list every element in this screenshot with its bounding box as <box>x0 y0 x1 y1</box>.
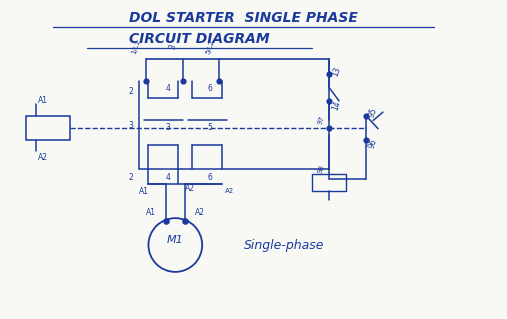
Text: A1: A1 <box>146 208 156 217</box>
Text: Single-phase: Single-phase <box>244 239 324 251</box>
Point <box>215 79 224 84</box>
Point <box>362 137 370 143</box>
Text: A1: A1 <box>138 187 149 196</box>
Text: DOL STARTER  SINGLE PHASE: DOL STARTER SINGLE PHASE <box>129 11 358 25</box>
Text: 1/L1: 1/L1 <box>131 39 141 55</box>
Point <box>142 79 150 84</box>
Text: 5: 5 <box>207 123 212 132</box>
Text: 2: 2 <box>129 173 134 182</box>
Text: A2: A2 <box>185 184 195 193</box>
Text: 95: 95 <box>367 106 379 118</box>
Text: 13: 13 <box>331 65 342 78</box>
Text: 96: 96 <box>367 137 379 150</box>
Text: 3: 3 <box>166 123 170 132</box>
Text: 3: 3 <box>168 43 178 51</box>
Text: 3: 3 <box>129 121 134 130</box>
Bar <box>312 174 346 191</box>
Text: 4: 4 <box>166 84 170 93</box>
Point <box>325 98 333 103</box>
Circle shape <box>149 218 202 272</box>
Text: 5/L2: 5/L2 <box>205 39 216 55</box>
Text: A2: A2 <box>225 188 234 194</box>
Bar <box>26 115 70 140</box>
Text: 97: 97 <box>316 115 325 126</box>
Text: A1: A1 <box>39 96 48 105</box>
Text: A2: A2 <box>195 208 205 217</box>
Point <box>178 79 187 84</box>
Point <box>162 218 170 223</box>
Text: M1: M1 <box>167 235 184 245</box>
Text: 14: 14 <box>331 100 342 112</box>
Point <box>325 125 333 130</box>
Text: 98: 98 <box>316 164 325 174</box>
Text: 6: 6 <box>207 173 212 182</box>
Text: A2: A2 <box>39 152 48 161</box>
Text: 2: 2 <box>129 86 134 96</box>
Point <box>325 71 333 77</box>
Text: 6: 6 <box>207 84 212 93</box>
Text: CIRCUIT DIAGRAM: CIRCUIT DIAGRAM <box>129 32 270 46</box>
Point <box>181 218 189 223</box>
Text: 4: 4 <box>166 173 170 182</box>
Point <box>362 113 370 118</box>
